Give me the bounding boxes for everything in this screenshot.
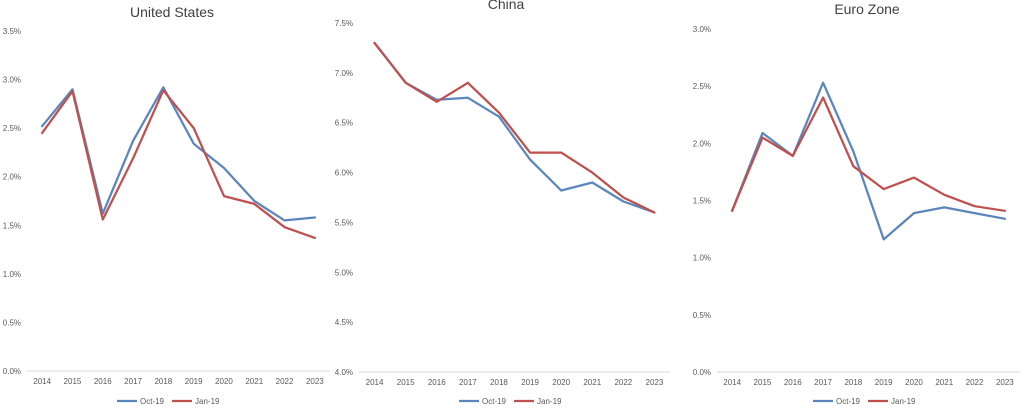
- chart-title: United States: [130, 4, 214, 20]
- y-tick-label: 0.5%: [3, 318, 21, 327]
- y-tick-label: 7.0%: [335, 69, 353, 78]
- x-tick-label: 2023: [996, 378, 1014, 387]
- y-tick-label: 2.5%: [693, 82, 711, 91]
- y-tick-label: 5.0%: [335, 268, 353, 277]
- x-tick-label: 2021: [935, 378, 953, 387]
- x-tick-label: 2018: [490, 378, 508, 387]
- x-tick-label: 2016: [94, 377, 112, 386]
- x-tick-label: 2021: [583, 378, 601, 387]
- chart-title: Euro Zone: [834, 1, 900, 17]
- y-tick-label: 1.0%: [3, 270, 21, 279]
- x-tick-label: 2015: [64, 377, 82, 386]
- x-tick-label: 2015: [754, 378, 772, 387]
- x-tick-label: 2017: [459, 378, 477, 387]
- legend-label: Oct-19: [836, 397, 861, 406]
- chart-svg-united-states: United States 0.0% 0.5% 1.0% 1.5% 2.0% 2.5% 3.0…: [3, 4, 330, 406]
- series-line-jan-19: [373, 41, 656, 214]
- x-tick-label: 2014: [33, 377, 51, 386]
- x-tick-label: 2016: [428, 378, 446, 387]
- x-tick-label: 2019: [521, 378, 539, 387]
- y-tick-label: 2.0%: [3, 173, 21, 182]
- legend-label: Jan-19: [537, 397, 562, 406]
- x-tick-label: 2020: [905, 378, 923, 387]
- series-line-jan-19: [40, 89, 317, 240]
- x-tick-label: 2023: [646, 378, 664, 387]
- x-tick-label: 2021: [245, 377, 263, 386]
- x-tick-label: 2017: [124, 377, 142, 386]
- x-tick-label: 2022: [966, 378, 984, 387]
- y-tick-label: 1.5%: [3, 221, 21, 230]
- x-tick-label: 2017: [814, 378, 832, 387]
- chart-panel-united-states: United States 0.0% 0.5% 1.0% 1.5% 2.0% 2.5% 3.0…: [0, 0, 334, 417]
- y-tick-label: 2.0%: [693, 139, 711, 148]
- series-line-jan-19: [730, 96, 1007, 212]
- chart-title: China: [488, 0, 525, 12]
- x-tick-label: 2018: [154, 377, 172, 386]
- chart-svg-euro-zone: Euro Zone 0.0% 0.5% 1.0% 1.5% 2.0% 2.5% 3.0% 201…: [693, 1, 1020, 406]
- series-line-oct-19: [40, 86, 317, 222]
- x-tick-label: 2022: [614, 378, 632, 387]
- chart-svg-china: China 4.0% 4.5% 5.0% 5.5% 6.0% 6.5% 7.0% 7.5% 201…: [335, 0, 670, 406]
- x-tick-label: 2015: [397, 378, 415, 387]
- legend-label: Oct-19: [482, 397, 507, 406]
- y-tick-label: 1.0%: [693, 254, 711, 263]
- series-line-oct-19: [373, 41, 656, 214]
- x-tick-label: 2020: [215, 377, 233, 386]
- x-tick-label: 2016: [784, 378, 802, 387]
- x-tick-label: 2014: [366, 378, 384, 387]
- y-tick-label: 3.0%: [693, 25, 711, 34]
- x-tick-label: 2018: [844, 378, 862, 387]
- chart-panel-china: China 4.0% 4.5% 5.0% 5.5% 6.0% 6.5% 7.0% 7.5% 201…: [334, 0, 674, 417]
- y-tick-label: 2.5%: [3, 124, 21, 133]
- y-tick-label: 6.0%: [335, 169, 353, 178]
- x-tick-label: 2019: [875, 378, 893, 387]
- y-tick-label: 6.5%: [335, 119, 353, 128]
- y-tick-label: 3.5%: [3, 27, 21, 36]
- legend-label: Oct-19: [140, 397, 165, 406]
- y-tick-label: 0.5%: [693, 311, 711, 320]
- x-tick-label: 2020: [552, 378, 570, 387]
- x-tick-label: 2019: [185, 377, 203, 386]
- x-tick-label: 2014: [723, 378, 741, 387]
- x-tick-label: 2023: [306, 377, 324, 386]
- y-tick-label: 7.5%: [335, 19, 353, 28]
- y-tick-label: 0.0%: [693, 368, 711, 377]
- y-tick-label: 4.0%: [335, 368, 353, 377]
- legend-label: Jan-19: [891, 397, 916, 406]
- y-tick-label: 5.5%: [335, 218, 353, 227]
- legend-label: Jan-19: [195, 397, 220, 406]
- x-tick-label: 2022: [276, 377, 294, 386]
- y-tick-label: 3.0%: [3, 76, 21, 85]
- series-line-oct-19: [730, 81, 1007, 241]
- y-tick-label: 1.5%: [693, 197, 711, 206]
- y-tick-label: 4.5%: [335, 318, 353, 327]
- chart-panel-euro-zone: Euro Zone 0.0% 0.5% 1.0% 1.5% 2.0% 2.5% 3.0% 201…: [674, 0, 1024, 417]
- y-tick-label: 0.0%: [3, 367, 21, 376]
